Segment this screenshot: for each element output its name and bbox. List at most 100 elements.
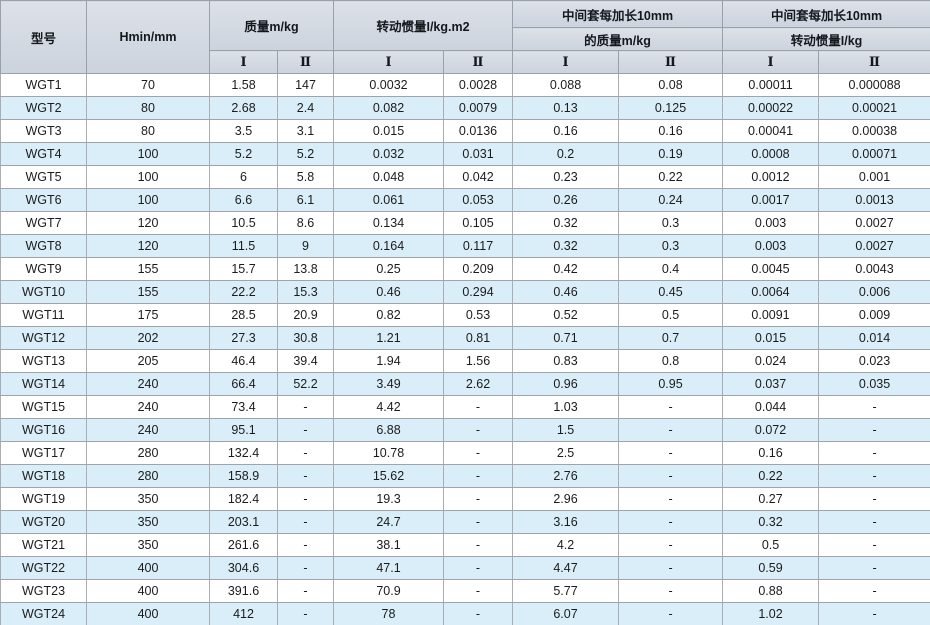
value-cell: 0.164 <box>333 234 444 258</box>
value-cell: 240 <box>86 372 210 396</box>
value-cell: 0.035 <box>818 372 930 396</box>
value-cell: 0.0032 <box>333 73 444 97</box>
value-cell: - <box>818 556 930 580</box>
value-cell: 0.037 <box>722 372 820 396</box>
model-cell: WGT8 <box>0 234 87 258</box>
value-cell: - <box>618 556 724 580</box>
value-cell: - <box>442 556 514 580</box>
value-cell: 0.4 <box>618 257 724 281</box>
value-cell: 0.0027 <box>818 234 930 258</box>
value-cell: - <box>277 487 334 511</box>
value-cell: - <box>818 487 930 511</box>
value-cell: 0.08 <box>618 73 724 97</box>
value-cell: 95.1 <box>209 418 278 442</box>
table-row: WGT11 175 28.5 20.9 0.82 0.53 0.52 0.5 0.0091 0.0… <box>0 303 930 327</box>
value-cell: 46.4 <box>209 349 278 373</box>
model-cell: WGT1 <box>0 73 87 97</box>
value-cell: 0.27 <box>722 487 820 511</box>
value-cell: 0.52 <box>512 303 620 327</box>
value-cell: 0.00021 <box>818 96 930 120</box>
value-cell: - <box>442 395 514 419</box>
value-cell: 400 <box>86 579 210 603</box>
value-cell: - <box>618 533 724 557</box>
subheader-ext-inertia-2: Ⅱ <box>818 50 930 74</box>
value-cell: - <box>277 579 334 603</box>
value-cell: 4.2 <box>512 533 620 557</box>
value-cell: 5.8 <box>277 165 334 189</box>
value-cell: 0.000088 <box>818 73 930 97</box>
value-cell: 0.0043 <box>818 257 930 281</box>
value-cell: 3.16 <box>512 510 620 534</box>
header-hmin: Hmin/mm <box>86 0 210 74</box>
value-cell: 350 <box>86 487 210 511</box>
value-cell: - <box>818 441 930 465</box>
value-cell: 8.6 <box>277 211 334 235</box>
value-cell: 22.2 <box>209 280 278 304</box>
value-cell: 13.8 <box>277 257 334 281</box>
value-cell: - <box>618 510 724 534</box>
value-cell: - <box>442 510 514 534</box>
value-cell: 0.0091 <box>722 303 820 327</box>
value-cell: 400 <box>86 602 210 625</box>
value-cell: 0.16 <box>512 119 620 143</box>
value-cell: 0.048 <box>333 165 444 189</box>
table-row: WGT18 280 158.9-15.62-2.76-0.22- <box>0 464 930 488</box>
model-cell: WGT3 <box>0 119 87 143</box>
value-cell: 0.072 <box>722 418 820 442</box>
value-cell: 0.125 <box>618 96 724 120</box>
value-cell: 0.003 <box>722 234 820 258</box>
value-cell: 0.46 <box>333 280 444 304</box>
value-cell: 0.22 <box>618 165 724 189</box>
value-cell: 202 <box>86 326 210 350</box>
value-cell: 20.9 <box>277 303 334 327</box>
value-cell: - <box>618 395 724 419</box>
value-cell: - <box>818 464 930 488</box>
header-model: 型号 <box>0 0 87 74</box>
value-cell: 3.1 <box>277 119 334 143</box>
value-cell: 100 <box>86 188 210 212</box>
value-cell: - <box>277 556 334 580</box>
value-cell: 0.23 <box>512 165 620 189</box>
table-row: WGT2 80 2.68 2.4 0.082 0.0079 0.13 0.125 0.00022… <box>0 96 930 120</box>
model-cell: WGT21 <box>0 533 87 557</box>
table-header: 型号 Hmin/mm 质量m/kg 转动惯量I/kg.m2 中间套每加长10mm… <box>0 0 930 74</box>
value-cell: 1.58 <box>209 73 278 97</box>
table-row: WGT15 240 73.4-4.42-1.03-0.044- <box>0 395 930 419</box>
model-cell: WGT9 <box>0 257 87 281</box>
model-cell: WGT7 <box>0 211 87 235</box>
value-cell: - <box>277 533 334 557</box>
subheader-ext-mass-2: Ⅱ <box>618 50 724 74</box>
value-cell: 0.0028 <box>442 73 514 97</box>
value-cell: 0.3 <box>618 211 724 235</box>
model-cell: WGT15 <box>0 395 87 419</box>
value-cell: 1.56 <box>442 349 514 373</box>
value-cell: 0.042 <box>442 165 514 189</box>
value-cell: 261.6 <box>209 533 278 557</box>
value-cell: 0.00041 <box>722 119 820 143</box>
value-cell: - <box>442 579 514 603</box>
value-cell: - <box>277 464 334 488</box>
value-cell: 0.13 <box>512 96 620 120</box>
model-cell: WGT18 <box>0 464 87 488</box>
header-group-mass: 质量m/kg <box>209 0 334 51</box>
value-cell: 0.26 <box>512 188 620 212</box>
value-cell: 0.96 <box>512 372 620 396</box>
value-cell: 0.0017 <box>722 188 820 212</box>
value-cell: 0.81 <box>442 326 514 350</box>
value-cell: 0.0027 <box>818 211 930 235</box>
value-cell: 0.42 <box>512 257 620 281</box>
value-cell: 11.5 <box>209 234 278 258</box>
table-row: WGT20 350 203.1-24.7-3.16-0.32- <box>0 510 930 534</box>
value-cell: 0.71 <box>512 326 620 350</box>
value-cell: 47.1 <box>333 556 444 580</box>
table-row: WGT10 155 22.2 15.3 0.46 0.294 0.46 0.45 0.0064 0… <box>0 280 930 304</box>
value-cell: 0.00011 <box>722 73 820 97</box>
value-cell: 0.023 <box>818 349 930 373</box>
value-cell: 120 <box>86 234 210 258</box>
value-cell: 350 <box>86 533 210 557</box>
value-cell: - <box>442 487 514 511</box>
value-cell: 391.6 <box>209 579 278 603</box>
value-cell: - <box>618 602 724 625</box>
header-group-inertia: 转动惯量I/kg.m2 <box>332 0 514 51</box>
